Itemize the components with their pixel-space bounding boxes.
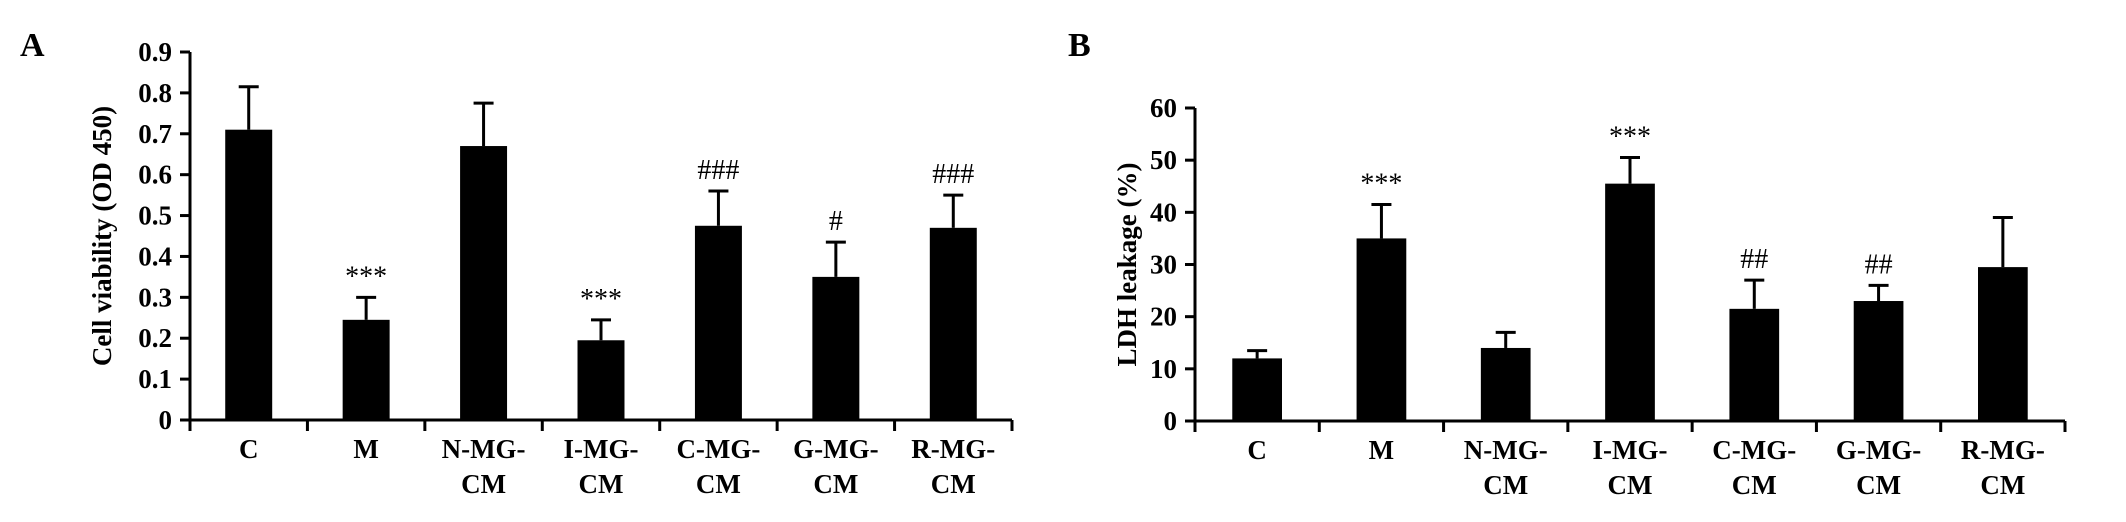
panel-a-letter: A xyxy=(20,27,45,64)
panel-a-bar xyxy=(577,340,625,420)
panel-a-y-tick-label: 0.2 xyxy=(138,323,172,353)
panel-a-category-label: C-MG- xyxy=(676,434,760,464)
panel-b-category-label: CM xyxy=(1483,470,1528,500)
panel-b-y-tick-label: 30 xyxy=(1150,250,1177,280)
panel-b-letter: B xyxy=(1068,27,1091,64)
panel-a-y-tick-label: 0.3 xyxy=(138,282,172,312)
panel-a-category-label: N-MG- xyxy=(442,434,526,464)
panel-b-y-tick-label: 0 xyxy=(1164,406,1178,436)
panel-b-y-axis-title: LDH leakage (%) xyxy=(1112,163,1142,367)
panel-b-y-tick-label: 10 xyxy=(1150,354,1177,384)
panel-b-significance-mark: ## xyxy=(1865,249,1893,280)
panel-a-y-tick-label: 0.9 xyxy=(138,37,172,67)
panel-b-bar xyxy=(1232,358,1282,421)
panel-a-category-label: CM xyxy=(931,469,976,499)
panel-a-category-label: R-MG- xyxy=(911,434,995,464)
panel-b-bar xyxy=(1605,183,1655,421)
panel-a-chart: A Cell viability (OD 450) 0 0.1 0.2 0.3 0.4 0… xyxy=(20,27,1014,499)
panel-b-category-label: R-MG- xyxy=(1961,435,2045,465)
panel-a-y-tick-label: 0.4 xyxy=(138,241,172,271)
panel-a-bar xyxy=(460,146,508,421)
panel-b-category-label: M xyxy=(1369,435,1394,465)
panel-b-bar xyxy=(1356,238,1407,421)
panel-b-bar xyxy=(1480,347,1531,421)
panel-b-bar xyxy=(1729,308,1780,421)
panel-a-significance-mark: *** xyxy=(580,284,622,315)
panel-b-category-label: CM xyxy=(1732,470,1777,500)
panel-b-significance-mark: *** xyxy=(1360,169,1402,200)
panel-b-bar xyxy=(1853,301,1904,421)
panel-a-category-label: CM xyxy=(696,469,741,499)
panel-b-y-tick-label: 60 xyxy=(1150,93,1177,123)
panel-a-y-axis-title: Cell viability (OD 450) xyxy=(87,106,117,366)
panel-a-category-label: CM xyxy=(579,469,624,499)
panel-b-category-label: G-MG- xyxy=(1836,435,1921,465)
panel-a-bar xyxy=(929,227,977,420)
panel-a-category-label: M xyxy=(353,434,378,464)
panel-b-category-label: C xyxy=(1247,435,1267,465)
panel-a-category-label: I-MG- xyxy=(564,434,639,464)
panel-b-y-tick-label: 20 xyxy=(1150,302,1177,332)
panel-a-y-tick-label: 0.5 xyxy=(138,201,172,231)
panel-a-y-tick-label: 0.7 xyxy=(138,119,172,149)
panel-b-y-tick-label: 40 xyxy=(1150,197,1177,227)
panel-a-bar xyxy=(694,225,742,420)
panel-b-significance-mark: *** xyxy=(1609,122,1651,153)
panel-b-category-label: C-MG- xyxy=(1712,435,1796,465)
panel-a-category-label: CM xyxy=(813,469,858,499)
panel-b-bar xyxy=(1978,267,2028,421)
panel-b-category-label: CM xyxy=(1608,470,1653,500)
panel-b-significance-mark: ## xyxy=(1740,244,1768,275)
panel-b-category-label: CM xyxy=(1980,470,2025,500)
panel-b-category-label: N-MG- xyxy=(1464,435,1548,465)
panel-a-y-tick-label: 0.1 xyxy=(138,364,172,394)
panel-a-significance-mark: *** xyxy=(345,261,387,292)
panel-a-category-label: CM xyxy=(461,469,506,499)
panel-a-significance-mark: ### xyxy=(932,159,974,190)
panel-b-chart: B LDH leakage (%) 0 10 20 30 40 50 60 C *** M N-MG… xyxy=(1068,27,2067,500)
panel-a-bar xyxy=(225,129,273,420)
panel-a-significance-mark: # xyxy=(829,206,843,237)
panel-a-category-label: G-MG- xyxy=(793,434,878,464)
panel-b-y-tick-label: 50 xyxy=(1150,145,1177,175)
panel-a-bar xyxy=(342,319,390,420)
panel-a-y-tick-label: 0.6 xyxy=(138,160,172,190)
panel-a-y-tick-label: 0 xyxy=(159,405,173,435)
panel-b-category-label: I-MG- xyxy=(1593,435,1668,465)
panel-a-bar xyxy=(812,276,860,420)
panel-b-category-label: CM xyxy=(1856,470,1901,500)
panel-a-y-tick-label: 0.8 xyxy=(138,78,172,108)
panel-a-category-label: C xyxy=(239,434,259,464)
panel-a-significance-mark: ### xyxy=(697,155,739,186)
